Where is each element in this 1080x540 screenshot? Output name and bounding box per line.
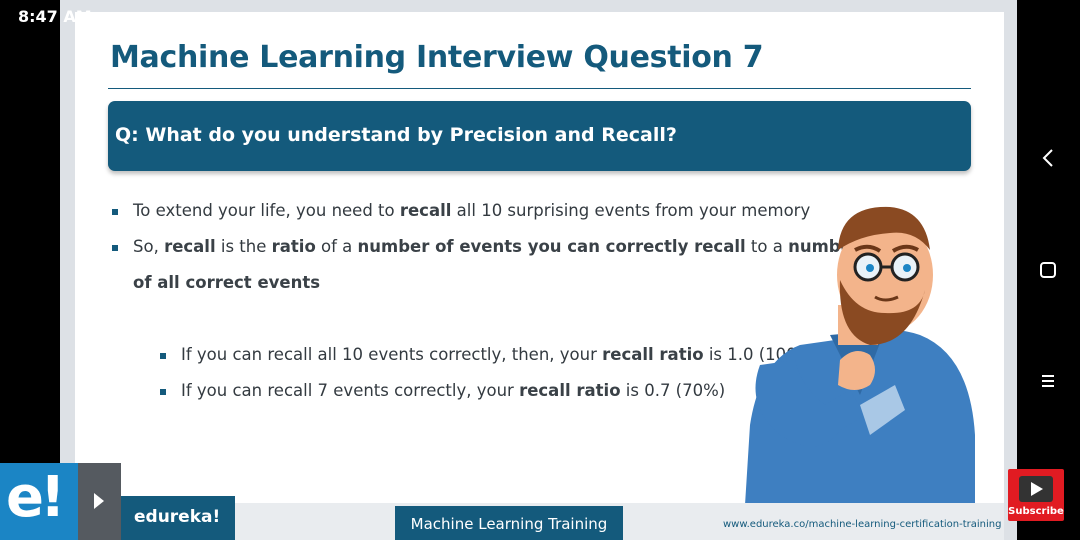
bullet-text: If you can recall 7 events correctly, yo…: [181, 381, 725, 400]
bullet-text: of all correct events: [133, 273, 320, 292]
logo-text: e!: [6, 465, 65, 530]
play-button[interactable]: [78, 463, 121, 540]
text-run: If you can recall 7 events correctly, yo…: [181, 381, 520, 400]
back-chevron-icon[interactable]: [1040, 148, 1056, 168]
text-run: to a: [745, 237, 789, 256]
text-run: To extend your life, you need to: [133, 201, 400, 220]
bold-text-run: ratio: [271, 237, 316, 256]
brand-box: edureka!: [116, 496, 235, 540]
thinking-man-illustration: [745, 206, 975, 505]
bullet-1: To extend your life, you need to recall …: [112, 201, 810, 220]
question-text: Q: What do you understand by Precision a…: [115, 124, 677, 146]
subscribe-label: Subscribe: [1008, 506, 1064, 517]
home-square-icon[interactable]: [1039, 261, 1057, 279]
bullet-marker: [160, 389, 166, 395]
text-run: all 10 surprising events from your memor…: [451, 201, 811, 220]
bullet-marker: [112, 245, 118, 251]
text-run: If you can recall all 10 events correctl…: [181, 345, 603, 364]
bold-text-run: number of events you can correctly recal…: [357, 237, 746, 256]
footer-url[interactable]: www.edureka.co/machine-learning-certific…: [723, 519, 1002, 530]
question-box: Q: What do you understand by Precision a…: [108, 101, 971, 171]
bullet-text: So, recall is the ratio of a number of e…: [133, 237, 860, 256]
brand-name: edureka!: [134, 507, 221, 527]
text-run: is the: [215, 237, 272, 256]
subscribe-button[interactable]: Subscribe: [1008, 469, 1064, 521]
edureka-logo[interactable]: e!: [0, 463, 78, 540]
youtube-play-icon: [1019, 476, 1053, 502]
bold-text-run: recall ratio: [602, 345, 704, 364]
text-run: of a: [315, 237, 358, 256]
course-name: Machine Learning Training: [410, 515, 608, 533]
bold-text-run: recall: [399, 201, 452, 220]
bold-text-run: recall: [164, 237, 216, 256]
play-icon: [94, 493, 104, 509]
status-time: 8:47 AM: [18, 7, 92, 26]
sub-bullet-2: If you can recall 7 events correctly, yo…: [160, 381, 725, 400]
bullet-text: To extend your life, you need to recall …: [133, 201, 810, 220]
text-run: So,: [133, 237, 165, 256]
bold-text-run: recall ratio: [519, 381, 621, 400]
text-run: is 0.7 (70%): [620, 381, 726, 400]
title-divider: [108, 88, 971, 89]
bullet-marker: [160, 353, 166, 359]
course-box: Machine Learning Training: [395, 506, 623, 540]
bullet-marker: [112, 209, 118, 215]
bold-text-run: of all correct events: [133, 273, 321, 292]
bullet-2-continuation: of all correct events: [133, 273, 320, 292]
recent-apps-icon[interactable]: [1040, 373, 1056, 389]
slide-title: Machine Learning Interview Question 7: [110, 40, 764, 75]
bullet-2: So, recall is the ratio of a number of e…: [112, 237, 860, 256]
